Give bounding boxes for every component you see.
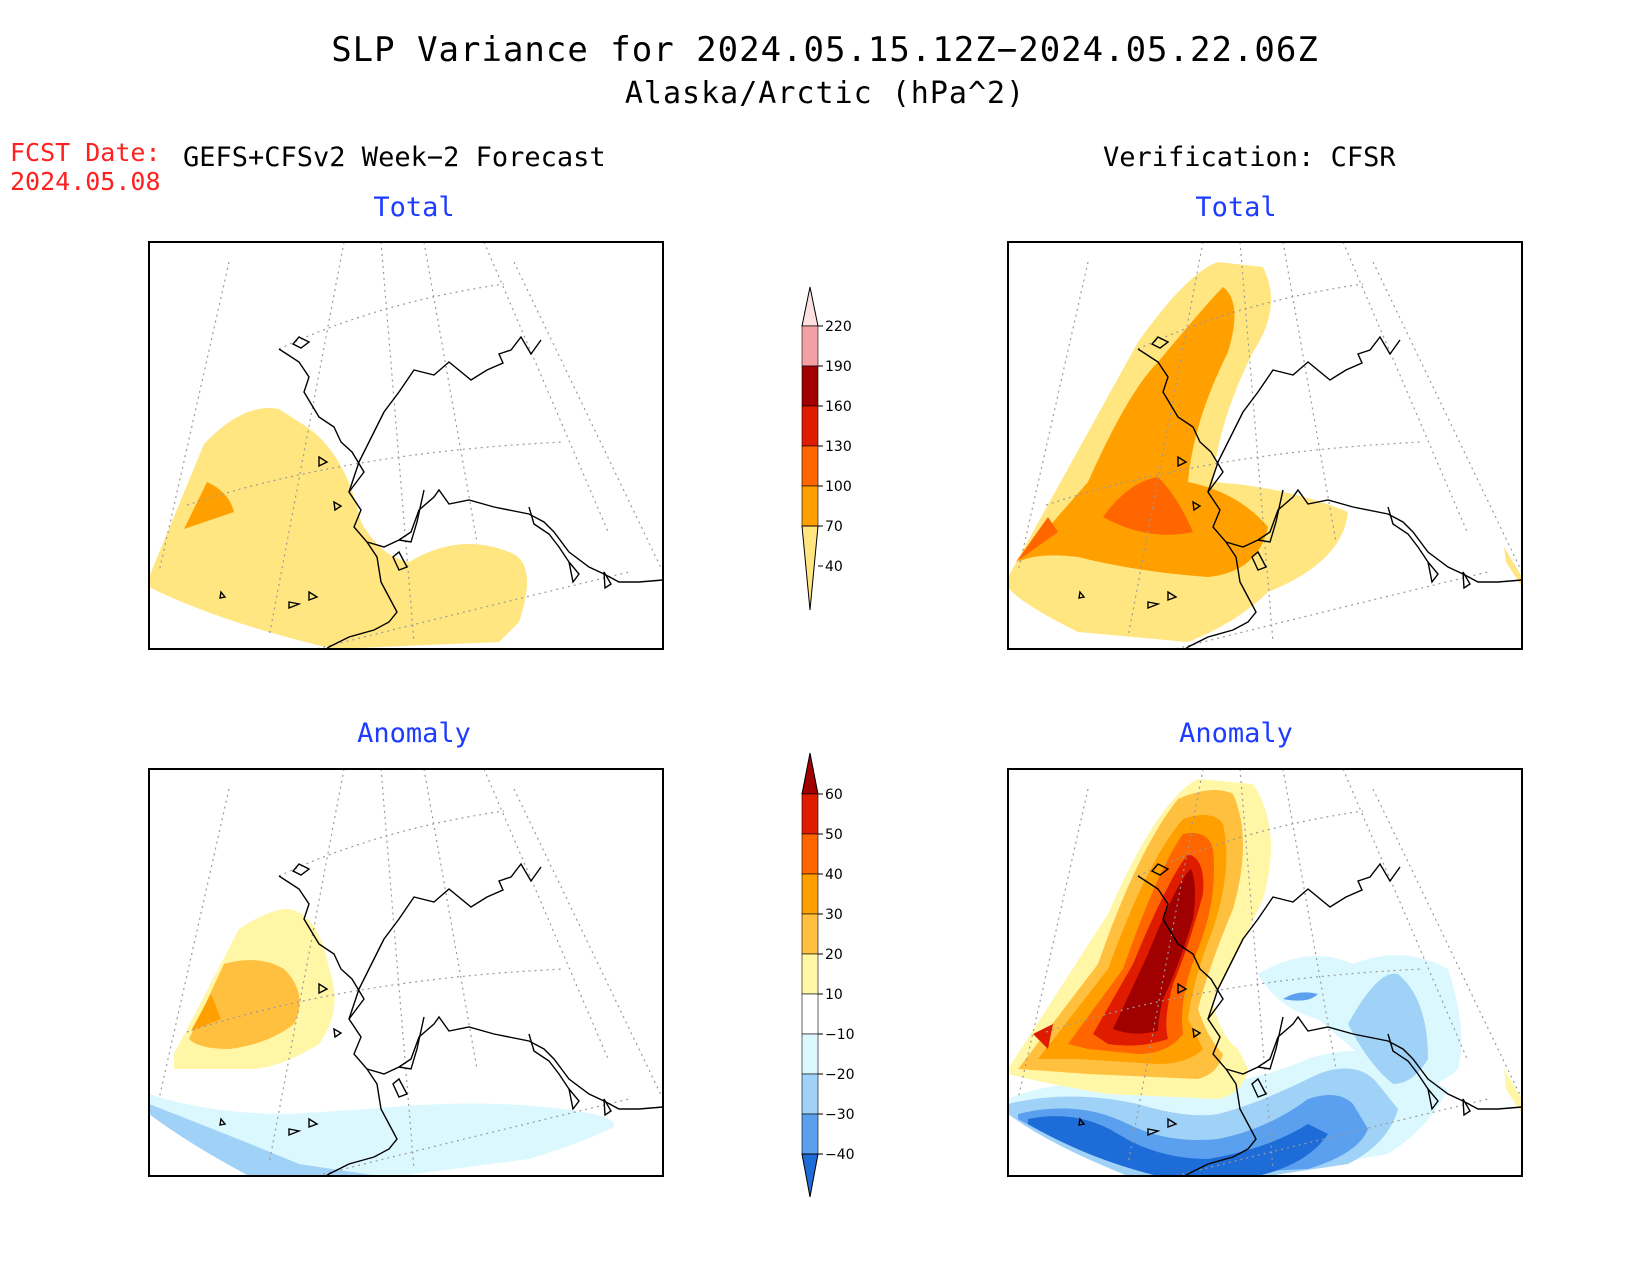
total-colorbar-swatch (801, 405, 819, 447)
forecast-column-heading: GEFS+CFSv2 Week−2 Forecast (183, 142, 606, 173)
total-colorbar-top-tip (801, 286, 819, 327)
verification-total-panel (1007, 241, 1523, 650)
total-colorbar-label: 40 (825, 559, 843, 575)
anomaly-colorbar-swatch (801, 1113, 819, 1155)
figure-title: SLP Variance for 2024.05.15.12Z−2024.05.… (331, 30, 1319, 70)
anomaly-colorbar-label: 10 (825, 987, 843, 1003)
forecast-date-value: 2024.05.08 (10, 167, 161, 196)
total-colorbar-label: 220 (825, 319, 852, 335)
total-colorbar-label: 160 (825, 399, 852, 415)
forecast-anomaly-panel (148, 768, 664, 1177)
forecast-total-title: Total (373, 192, 455, 223)
verification-total-title: Total (1195, 192, 1277, 223)
verification-anomaly-frame (1007, 768, 1523, 1177)
anomaly-colorbar-swatch (801, 913, 819, 955)
total-colorbar-swatch (801, 485, 819, 527)
anomaly-colorbar-label: 60 (825, 787, 843, 803)
forecast-anomaly-title: Anomaly (357, 718, 471, 749)
anomaly-colorbar-swatch (801, 793, 819, 835)
figure-subtitle: Alaska/Arctic (hPa^2) (624, 76, 1026, 111)
verification-anomaly-title: Anomaly (1179, 718, 1293, 749)
anomaly-colorbar-bottom-tip (801, 1153, 819, 1198)
total-colorbar-label: 190 (825, 359, 852, 375)
anomaly-colorbar-label: 30 (825, 907, 843, 923)
anomaly-colorbar-label: −20 (825, 1067, 855, 1083)
total-colorbar-label: 130 (825, 439, 852, 455)
forecast-anomaly-field (149, 909, 615, 1176)
anomaly-colorbar-swatch (801, 873, 819, 915)
verification-column-heading: Verification: CFSR (1103, 142, 1396, 173)
total-colorbar: 220 190 160 130 100 70 40 (801, 286, 852, 611)
verification-anomaly-field (1008, 779, 1522, 1176)
anomaly-colorbar-swatch (801, 1073, 819, 1115)
anomaly-colorbar-swatch (801, 993, 819, 1035)
forecast-total-field (149, 408, 527, 649)
anomaly-colorbar-label: −10 (825, 1027, 855, 1043)
verification-total-frame (1007, 241, 1523, 650)
forecast-anomaly-frame (148, 768, 664, 1177)
verification-anomaly-panel (1007, 768, 1523, 1177)
anomaly-colorbar: 60 50 40 30 20 10 −10 −20 −30 −40 (801, 752, 855, 1198)
anomaly-colorbar-label: 20 (825, 947, 843, 963)
total-colorbar-swatch (801, 445, 819, 487)
forecast-total-panel (148, 241, 664, 650)
anomaly-colorbar-top-tip (801, 752, 819, 795)
anomaly-colorbar-label: 40 (825, 867, 843, 883)
forecast-date-label: FCST Date: (10, 138, 161, 167)
anomaly-colorbar-label: 50 (825, 827, 843, 843)
forecast-date-block: FCST Date: 2024.05.08 (10, 138, 161, 196)
anomaly-colorbar-swatch (801, 833, 819, 875)
anomaly-colorbar-label: −40 (825, 1147, 855, 1163)
anomaly-colorbar-swatch (801, 1033, 819, 1075)
anomaly-colorbar-label: −30 (825, 1107, 855, 1123)
total-colorbar-label: 100 (825, 479, 852, 495)
total-colorbar-label: 70 (825, 519, 843, 535)
total-colorbar-swatch (801, 365, 819, 407)
forecast-total-frame (148, 241, 664, 650)
verification-total-field (1008, 262, 1522, 642)
total-colorbar-bottom-tip (801, 525, 819, 611)
total-colorbar-swatch (801, 325, 819, 367)
anomaly-colorbar-swatch (801, 953, 819, 995)
